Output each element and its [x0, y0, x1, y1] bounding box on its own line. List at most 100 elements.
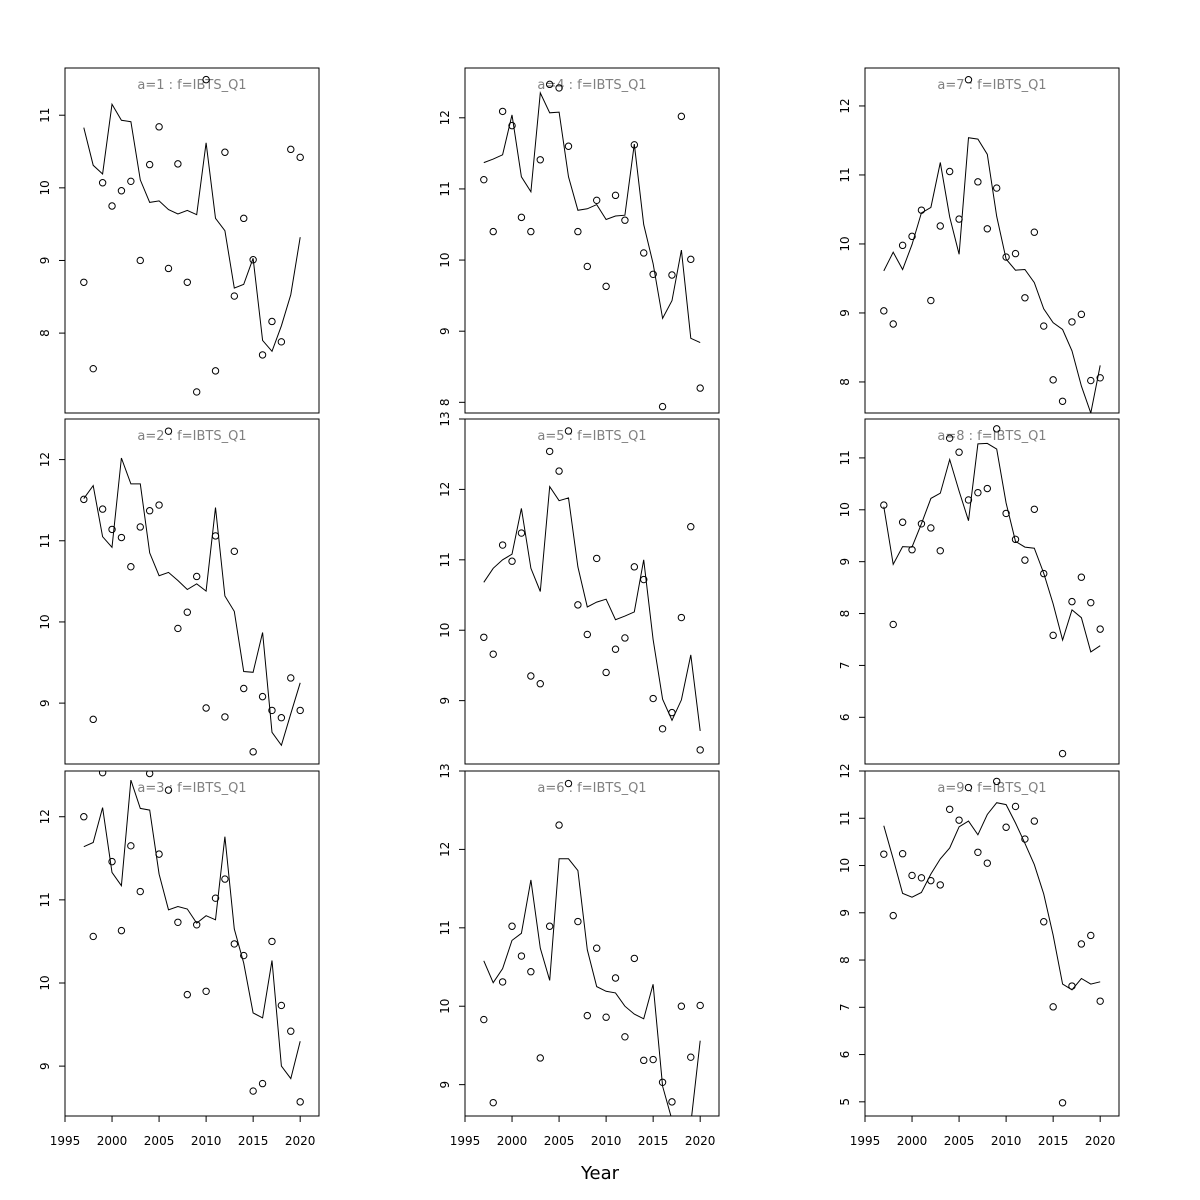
panel-1-observed-point	[202, 75, 210, 84]
panel-7-title: a=7 : f=IBTS_Q1	[937, 78, 1046, 93]
panel-4-observed-point	[649, 270, 657, 278]
panel-5-y-tick-label: 12	[438, 482, 452, 497]
panel-9-observed-point	[1011, 802, 1020, 811]
panel-1-observed-point	[108, 202, 116, 210]
panel-1-observed-point	[89, 364, 97, 373]
panel-2-observed-point	[98, 505, 107, 513]
panel-4-observed-point	[480, 175, 488, 184]
panel-4-observed-point	[536, 156, 544, 164]
panel-8-observed-point	[1030, 505, 1039, 513]
panel-7-observed-point	[1021, 294, 1029, 302]
panel-3-observed-point	[287, 1027, 295, 1035]
panel-5-observed-point	[696, 746, 704, 754]
panel-8-observed-point	[1077, 573, 1086, 581]
panel-3-observed-point	[221, 875, 229, 883]
panel-3-observed-point	[296, 1098, 304, 1106]
panel-2-observed-point	[164, 427, 173, 435]
panel-7-observed-point	[908, 232, 916, 241]
panel-7-observed-point	[1030, 228, 1039, 236]
panel-4-observed-point	[687, 255, 695, 264]
panel-3-y-tick-label: 10	[38, 975, 52, 990]
panel-5-observed-point	[658, 725, 667, 733]
panel-6-observed-point	[640, 1056, 648, 1065]
panel-3-observed-point	[183, 990, 191, 999]
panel-2-observed-point	[155, 501, 163, 509]
panel-6-observed-point	[564, 779, 573, 788]
panel-8-observed-point	[945, 434, 954, 442]
panel-7-observed-point	[974, 178, 982, 186]
panel-9-observed-point	[945, 805, 954, 813]
panel-4-observed-point	[658, 402, 667, 411]
panel-9-observed-point	[983, 859, 991, 867]
panel-7-observed-point	[1040, 322, 1048, 330]
panel-2-observed-point	[287, 674, 295, 682]
panel-1-y-tick-label: 9	[38, 257, 52, 265]
panel-3-observed-point	[230, 940, 239, 948]
panel-8-observed-point	[983, 484, 991, 493]
panel-7-observed-point	[945, 167, 954, 176]
panel-2-observed-point	[249, 748, 257, 756]
panel-4-observed-point	[621, 216, 629, 224]
panel-4-observed-point	[696, 384, 704, 392]
panel-2-observed-point	[80, 495, 88, 504]
panel-3-observed-point	[117, 926, 126, 935]
panel-3-x-tick-label: 1995	[50, 1134, 81, 1148]
panel-2-frame	[64, 418, 320, 765]
panel-9-y-tick-label: 5	[838, 1098, 852, 1106]
panel-3-observed-point	[80, 813, 88, 821]
panel-5-observed-point	[508, 557, 516, 565]
panel-9-y-tick-label: 7	[838, 1003, 852, 1011]
panel-7-observed-point	[917, 206, 926, 214]
panel-6-fitted-line	[483, 858, 701, 1116]
panel-7-observed-point	[1096, 374, 1104, 382]
panel-1-observed-point	[277, 338, 286, 346]
panel-8-y-tick-label: 6	[838, 713, 852, 721]
panel-1-observed-point	[117, 187, 126, 195]
panel-6-x-tick-label: 2000	[497, 1134, 528, 1148]
panel-6-observed-point	[508, 922, 516, 930]
panel-8-observed-point	[1087, 598, 1095, 607]
panel-8-observed-point	[1096, 625, 1104, 633]
panel-3-x-tick-label: 2005	[144, 1134, 175, 1148]
panel-9-frame	[864, 770, 1120, 1117]
panel-4-observed-point	[583, 262, 591, 271]
panel-4-observed-point	[555, 84, 563, 92]
panel-8-observed-point	[964, 496, 973, 504]
panel-1-title: a=1 : f=IBTS_Q1	[137, 78, 246, 93]
panel-7-observed-point	[936, 222, 944, 230]
panel-5-observed-point	[583, 630, 591, 639]
panel-6-observed-point	[649, 1055, 657, 1064]
x-axis-label: Year	[580, 1163, 620, 1184]
panel-3-x-tick-label: 2010	[191, 1134, 222, 1148]
panel-8-observed-point	[927, 524, 935, 532]
panel-3-observed-point	[136, 887, 144, 896]
panel-6-observed-point	[574, 917, 582, 926]
panel-2-plot-area	[80, 427, 304, 756]
panel-2-observed-point	[240, 684, 248, 693]
panel-9-x-tick-label: 2015	[1038, 1134, 1069, 1148]
panel-1-plot-area	[80, 75, 304, 396]
panel-2-y-tick-label: 10	[38, 614, 52, 629]
panel-3-observed-point	[164, 786, 173, 794]
panel-2: a=2 : f=IBTS_Q1 9 10 11 12	[38, 418, 320, 765]
panel-3-plot-area	[80, 771, 304, 1106]
panel-5-title: a=5 : f=IBTS_Q1	[537, 429, 646, 444]
panel-1-observed-point	[258, 351, 267, 359]
panel-9-plot-area	[880, 777, 1104, 1107]
panel-3-observed-point	[249, 1087, 257, 1095]
panel-9-observed-point	[1087, 931, 1095, 940]
panel-6: a=6 : f=IBTS_Q1 9 10 11 12 13 1995 2000 2005 2010…	[438, 763, 720, 1148]
panel-5-observed-point	[687, 523, 695, 531]
panel-9: a=9 : f=IBTS_Q1 5 6 7 8 9 10 11 12 1995 2000 2005 20…	[838, 763, 1120, 1148]
panel-2-observed-point	[211, 532, 220, 540]
panel-7-observed-point	[898, 241, 907, 250]
panel-7-observed-point	[889, 320, 897, 328]
panel-3-x-tick-label: 2000	[97, 1134, 128, 1148]
panel-9-x-tick-label: 2005	[944, 1134, 975, 1148]
panel-4-observed-point	[677, 112, 686, 121]
panel-2-y-tick-label: 9	[38, 699, 52, 707]
panel-3-y-tick-label: 12	[38, 809, 52, 824]
panel-6-observed-point	[696, 1001, 704, 1010]
panel-8-observed-point	[917, 520, 926, 528]
panel-2-y-tick-label: 11	[38, 533, 52, 548]
